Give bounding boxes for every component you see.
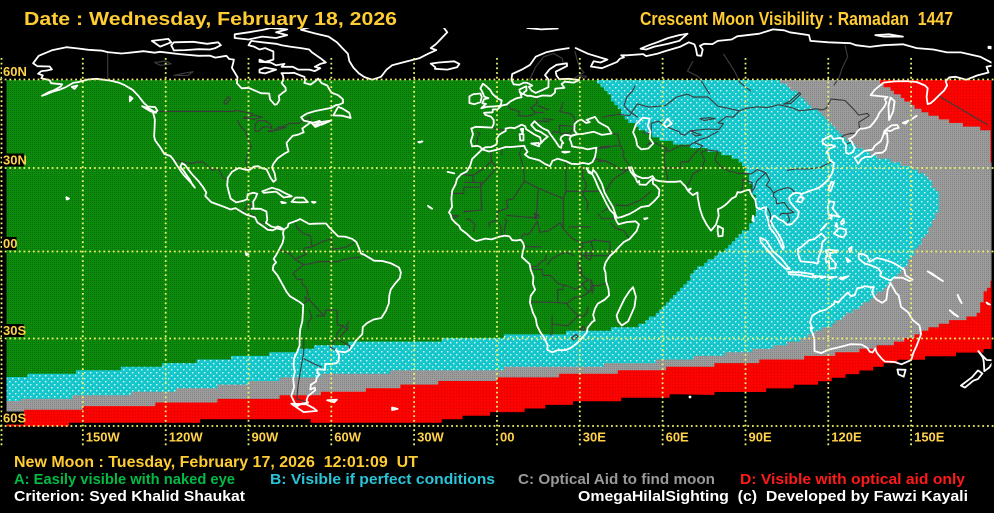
svg-text:00: 00 xyxy=(3,236,17,251)
svg-text:60N: 60N xyxy=(3,64,27,79)
svg-text:Criterion: Syed Khalid Shaukat: Criterion: Syed Khalid Shaukat xyxy=(14,488,245,505)
svg-text:60W: 60W xyxy=(334,430,361,445)
svg-text:120W: 120W xyxy=(169,430,204,445)
svg-text:D: Visible with optical aid on: D: Visible with optical aid only xyxy=(740,471,966,488)
svg-text:Date : Wednesday, February 18,: Date : Wednesday, February 18, 2026 xyxy=(24,9,397,29)
svg-text:C: Optical Aid to find moon: C: Optical Aid to find moon xyxy=(518,471,715,488)
svg-text:B: Visible if perfect conditio: B: Visible if perfect conditions xyxy=(270,471,495,488)
svg-text:OmegaHilalSighting (c) Devel: OmegaHilalSighting (c) Developed by Fawz… xyxy=(578,488,968,505)
svg-text:00: 00 xyxy=(500,430,514,445)
svg-text:30N: 30N xyxy=(3,153,27,168)
svg-text:A: Easily visible with naked e: A: Easily visible with naked eye xyxy=(14,471,235,488)
svg-text:120E: 120E xyxy=(831,430,862,445)
svg-text:New Moon : Tuesday, February 1: New Moon : Tuesday, February 17, 2026 12… xyxy=(14,454,418,471)
svg-text:60S: 60S xyxy=(3,411,26,426)
svg-text:30E: 30E xyxy=(583,430,606,445)
svg-text:30W: 30W xyxy=(417,430,444,445)
svg-text:150W: 150W xyxy=(86,430,121,445)
svg-text:90E: 90E xyxy=(749,430,772,445)
svg-text:150E: 150E xyxy=(914,430,945,445)
svg-text:60E: 60E xyxy=(666,430,689,445)
svg-text:30S: 30S xyxy=(3,323,26,338)
svg-text:Crescent Moon Visibility : Ram: Crescent Moon Visibility : Ramadan 1447 xyxy=(640,9,953,29)
svg-text:90W: 90W xyxy=(252,430,279,445)
